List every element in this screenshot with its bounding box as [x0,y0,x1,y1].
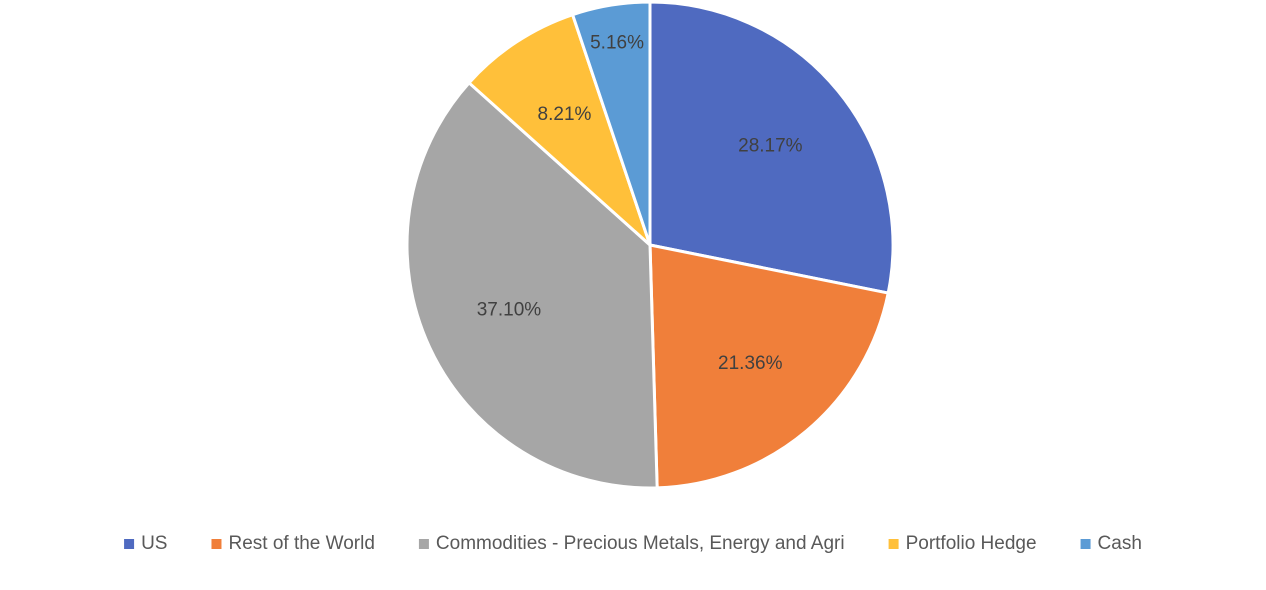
legend-swatch-cash [1080,539,1091,549]
pie-slice-commodities-precious-metals-energy-and-agri [405,81,659,490]
legend-label-rest-of-the-world: Rest of the World [228,533,374,554]
legend-swatch-rest-of-the-world [211,539,222,549]
legend-swatch-us [124,539,135,549]
data-label-cash: 5.16% [590,33,644,54]
data-label-portfolio-hedge: 8.21% [538,104,592,125]
legend-label-portfolio-hedge: Portfolio Hedge [906,533,1037,554]
pie-slice-us [648,0,895,295]
data-label-us: 28.17% [738,136,803,157]
legend-label-cash: Cash [1098,533,1142,554]
pie-slice-portfolio-hedge [467,13,652,247]
legend-item-commodities-precious-metals-energy-and-agri: Commodities - Precious Metals, Energy an… [418,533,845,554]
legend: US Rest of the World Commodities - Preciou… [124,533,1142,554]
legend-item-cash: Cash [1080,533,1142,554]
pie-slices [405,0,895,490]
data-label-commodities-precious-metals-energy-and-agri: 37.10% [477,300,542,321]
pie-slice-rest-of-the-world [648,243,890,490]
legend-swatch-commodities-precious-metals-energy-and-agri [418,539,429,549]
legend-label-commodities-precious-metals-energy-and-agri: Commodities - Precious Metals, Energy an… [436,533,845,554]
legend-swatch-portfolio-hedge [888,539,899,549]
data-label-rest-of-the-world: 21.36% [718,353,783,374]
pie-slice-cash [571,0,652,247]
legend-item-us: US [124,533,167,554]
legend-label-us: US [141,533,167,554]
legend-item-rest-of-the-world: Rest of the World [211,533,375,554]
legend-item-portfolio-hedge: Portfolio Hedge [888,533,1037,554]
pie-data-labels: 28.17% 21.36% 37.10% 8.21% 5.16% [477,33,803,374]
